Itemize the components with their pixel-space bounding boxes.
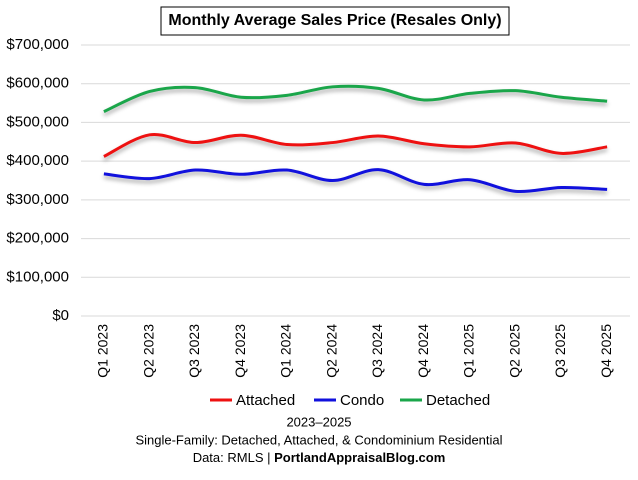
series-line xyxy=(103,84,608,113)
source-site: PortlandAppraisalBlog.com xyxy=(274,450,445,465)
footer-line: Single-Family: Detached, Attached, & Con… xyxy=(135,432,502,447)
y-tick-label: $500,000 xyxy=(6,113,69,130)
source: Data: RMLS | PortlandAppraisalBlog.com xyxy=(193,450,446,465)
x-tick-label: Q2 2025 xyxy=(506,324,522,378)
title-box xyxy=(160,6,510,36)
x-tick-label: Q3 2023 xyxy=(186,324,202,378)
legend-label: Attached xyxy=(236,392,295,409)
x-tick-label: Q4 2024 xyxy=(415,324,431,378)
x-tick-label: Q1 2024 xyxy=(278,324,294,378)
chart-title: Monthly Average Sales Price (Resales Onl… xyxy=(168,12,501,29)
footer-line: 2023–2025 xyxy=(286,414,351,429)
y-tick-label: $400,000 xyxy=(6,152,69,169)
y-tick-label: $0 xyxy=(52,307,69,324)
legend-label: Detached xyxy=(426,392,490,409)
y-tick-label: $300,000 xyxy=(6,191,69,208)
y-tick-label: $600,000 xyxy=(6,75,69,92)
x-tick-label: Q3 2025 xyxy=(552,324,568,378)
x-tick-label: Q2 2023 xyxy=(140,324,156,378)
series-line xyxy=(103,168,608,194)
y-tick-label: $700,000 xyxy=(6,36,69,53)
y-tick-label: $100,000 xyxy=(6,268,69,285)
x-tick-label: Q1 2025 xyxy=(461,324,477,378)
x-tick-label: Q1 2023 xyxy=(95,324,111,378)
x-tick-label: Q2 2024 xyxy=(323,324,339,378)
legend-label: Condo xyxy=(340,392,384,409)
x-tick-label: Q4 2023 xyxy=(232,324,248,378)
series-line xyxy=(103,132,608,158)
x-tick-label: Q3 2024 xyxy=(369,324,385,378)
source-label: Data: RMLS | xyxy=(193,450,274,465)
y-tick-label: $200,000 xyxy=(6,230,69,247)
x-tick-label: Q4 2025 xyxy=(598,324,614,378)
